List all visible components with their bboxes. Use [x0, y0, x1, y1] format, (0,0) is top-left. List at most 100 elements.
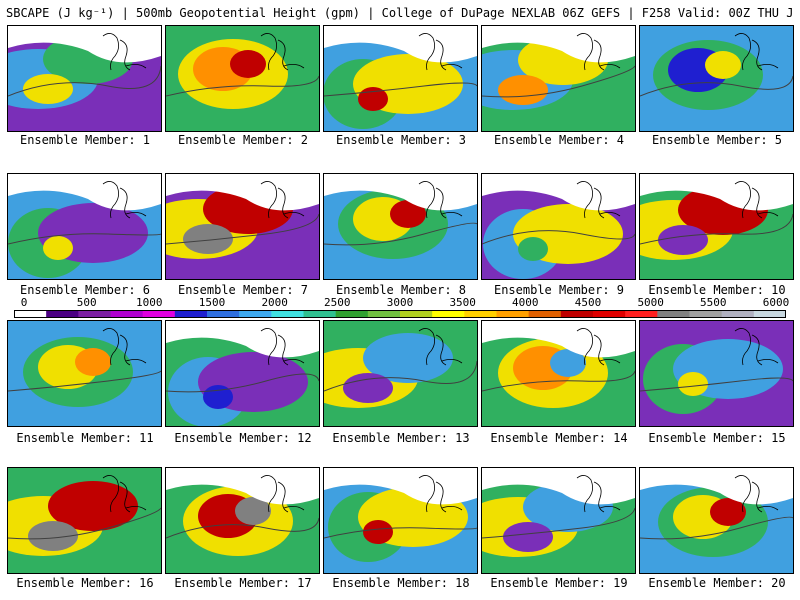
- cape-map: [324, 321, 477, 426]
- cape-map: [482, 468, 635, 573]
- cape-contour: [23, 74, 73, 104]
- colorbar-swatch: [400, 310, 433, 318]
- no-cape-region: [482, 26, 635, 63]
- cape-contour: [28, 521, 78, 551]
- no-cape-region: [166, 321, 319, 358]
- colorbar-swatch: [174, 310, 208, 318]
- no-cape-region: [166, 468, 319, 505]
- cape-map: [8, 174, 161, 279]
- height-contour: [324, 82, 477, 97]
- colorbar-swatch: [689, 310, 723, 318]
- cape-map: [324, 174, 477, 279]
- ensemble-member-label: Ensemble Member: 5: [651, 133, 783, 147]
- no-cape-region: [482, 321, 635, 358]
- coastline: [418, 328, 463, 366]
- colorbar-tick-label: 4000: [512, 296, 539, 309]
- coastline: [418, 181, 463, 219]
- no-cape-region: [640, 174, 793, 211]
- ensemble-panel-8: [323, 173, 478, 280]
- cape-contour: [518, 237, 548, 261]
- colorbar-swatch: [335, 310, 369, 318]
- coastline: [260, 328, 305, 366]
- height-contour: [166, 373, 319, 393]
- ensemble-member-label: Ensemble Member: 6: [19, 283, 151, 297]
- ensemble-member-label: Ensemble Member: 12: [174, 431, 312, 445]
- height-contour: [482, 370, 635, 392]
- cape-map: [324, 468, 477, 573]
- colorbar-swatch: [78, 310, 111, 318]
- colorbar-swatch: [271, 310, 304, 318]
- cape-map: [8, 321, 161, 426]
- height-contour: [166, 75, 319, 97]
- colorbar-swatch: [625, 310, 658, 318]
- ensemble-panel-16: [7, 467, 162, 574]
- cape-map: [166, 26, 319, 131]
- height-contour: [8, 507, 161, 540]
- height-contour: [482, 507, 635, 539]
- cape-contour: [678, 372, 708, 396]
- colorbar-swatch: [560, 310, 594, 318]
- colorbar-swatch: [496, 310, 530, 318]
- cape-contour: [705, 51, 741, 79]
- cape-map: [166, 174, 319, 279]
- ensemble-panel-6: [7, 173, 162, 280]
- colorbar-tick-label: 4500: [574, 296, 602, 309]
- cape-map: [8, 468, 161, 573]
- no-cape-region: [324, 174, 477, 211]
- cape-contour: [390, 200, 426, 228]
- height-contour: [324, 222, 477, 246]
- colorbar-tick-label: 1500: [198, 296, 226, 309]
- cape-map: [324, 26, 477, 131]
- colorbar-tick-label: 5500: [700, 296, 727, 309]
- coastline: [260, 475, 305, 513]
- ensemble-panel-14: [481, 320, 636, 427]
- ensemble-member-label: Ensemble Member: 17: [174, 576, 312, 590]
- ensemble-member-label: Ensemble Member: 4: [493, 133, 625, 147]
- ensemble-panel-4: [481, 25, 636, 132]
- ensemble-member-label: Ensemble Member: 3: [335, 133, 467, 147]
- ensemble-member-label: Ensemble Member: 11: [16, 431, 154, 445]
- ensemble-panel-5: [639, 25, 794, 132]
- ensemble-member-label: Ensemble Member: 14: [490, 431, 628, 445]
- colorbar-tick-label: 2500: [324, 296, 351, 309]
- cape-contour: [343, 373, 393, 403]
- colorbar-tick-label: 5000: [637, 296, 664, 309]
- ensemble-panel-17: [165, 467, 320, 574]
- ensemble-member-label: Ensemble Member: 20: [648, 576, 786, 590]
- colorbar-swatch: [657, 310, 690, 318]
- coastline: [102, 328, 147, 366]
- ensemble-panel-9: [481, 173, 636, 280]
- cape-map: [640, 468, 793, 573]
- ensemble-panel-18: [323, 467, 478, 574]
- height-contour: [640, 377, 793, 392]
- colorbar-tick-label: 1000: [136, 296, 163, 309]
- ensemble-member-label: Ensemble Member: 2: [177, 133, 309, 147]
- cape-map: [166, 468, 319, 573]
- height-contour: [166, 517, 319, 539]
- height-contour: [8, 233, 161, 245]
- cape-map: [640, 321, 793, 426]
- cape-contour: [358, 87, 388, 111]
- height-contour: [640, 213, 793, 245]
- colorbar-outline: [14, 310, 786, 318]
- height-contour: [482, 230, 635, 245]
- no-cape-region: [482, 174, 635, 211]
- colorbar-swatch: [239, 310, 272, 318]
- no-cape-region: [640, 468, 793, 505]
- coastline: [734, 181, 779, 219]
- cape-map: [640, 174, 793, 279]
- cape-contour: [43, 236, 73, 260]
- no-cape-region: [166, 174, 319, 211]
- ensemble-panel-13: [323, 320, 478, 427]
- ensemble-panel-15: [639, 320, 794, 427]
- coastline: [576, 181, 621, 219]
- colorbar-swatch: [721, 310, 755, 318]
- cape-contour: [498, 75, 548, 105]
- height-contour: [640, 75, 793, 97]
- colorbar-swatch: [207, 310, 240, 318]
- ensemble-panel-20: [639, 467, 794, 574]
- colorbar-tick-label: 500: [76, 296, 97, 309]
- no-cape-region: [324, 26, 477, 63]
- page-title: SBCAPE (J kg⁻¹) | 500mb Geopotential Hei…: [6, 6, 794, 20]
- ensemble-member-label: Ensemble Member: 7: [177, 283, 309, 297]
